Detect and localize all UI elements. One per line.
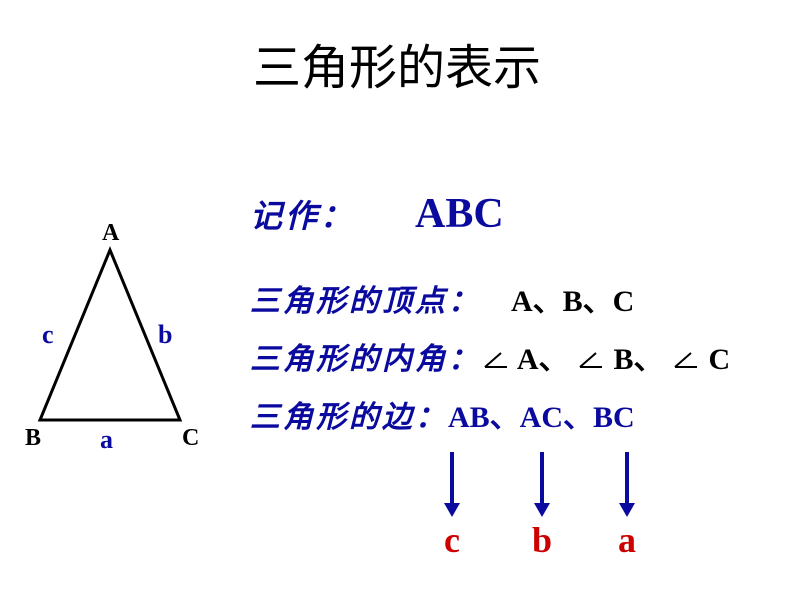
angle-icon [671,349,701,371]
sides-value: AB、AC、BC [448,392,635,436]
vertex-label-c: C [182,425,199,452]
arrow-item-a: a [615,450,639,561]
side-letter-a: a [618,519,636,561]
side-label-a: a [100,425,113,455]
page-title: 三角形的表示 [0,28,794,98]
arrow-item-c: c [440,450,464,561]
down-arrow-icon [440,450,464,519]
angles-label: 三角形的内角： [250,334,481,378]
side-letter-c: c [444,519,460,561]
sides-label: 三角形的边： [250,392,448,436]
content-area: 记作： ABC 三角形的顶点： A、B、C 三角形的内角： A、 B、 C 三角… [250,190,730,450]
notation-line: 记作： ABC [250,190,730,238]
vertex-label-b: B [25,425,41,452]
side-letter-b: b [532,519,552,561]
side-label-c: c [42,320,54,350]
angles-line: 三角形的内角： A、 B、 C [250,334,730,378]
vertices-value: A、B、C [511,276,634,320]
down-arrow-icon [615,450,639,519]
sides-line: 三角形的边： AB、AC、BC [250,392,730,436]
notation-value: ABC [415,190,504,238]
arrow-item-b: b [530,450,554,561]
side-label-b: b [158,320,172,350]
angles-value: A、 B、 C [481,334,730,378]
vertex-label-a: A [102,220,119,247]
angle-icon [576,349,606,371]
vertices-label: 三角形的顶点： [250,276,481,320]
down-arrow-icon [530,450,554,519]
vertices-line: 三角形的顶点： A、B、C [250,276,730,320]
angle-icon [481,349,511,371]
notation-label: 记作： [250,191,355,237]
